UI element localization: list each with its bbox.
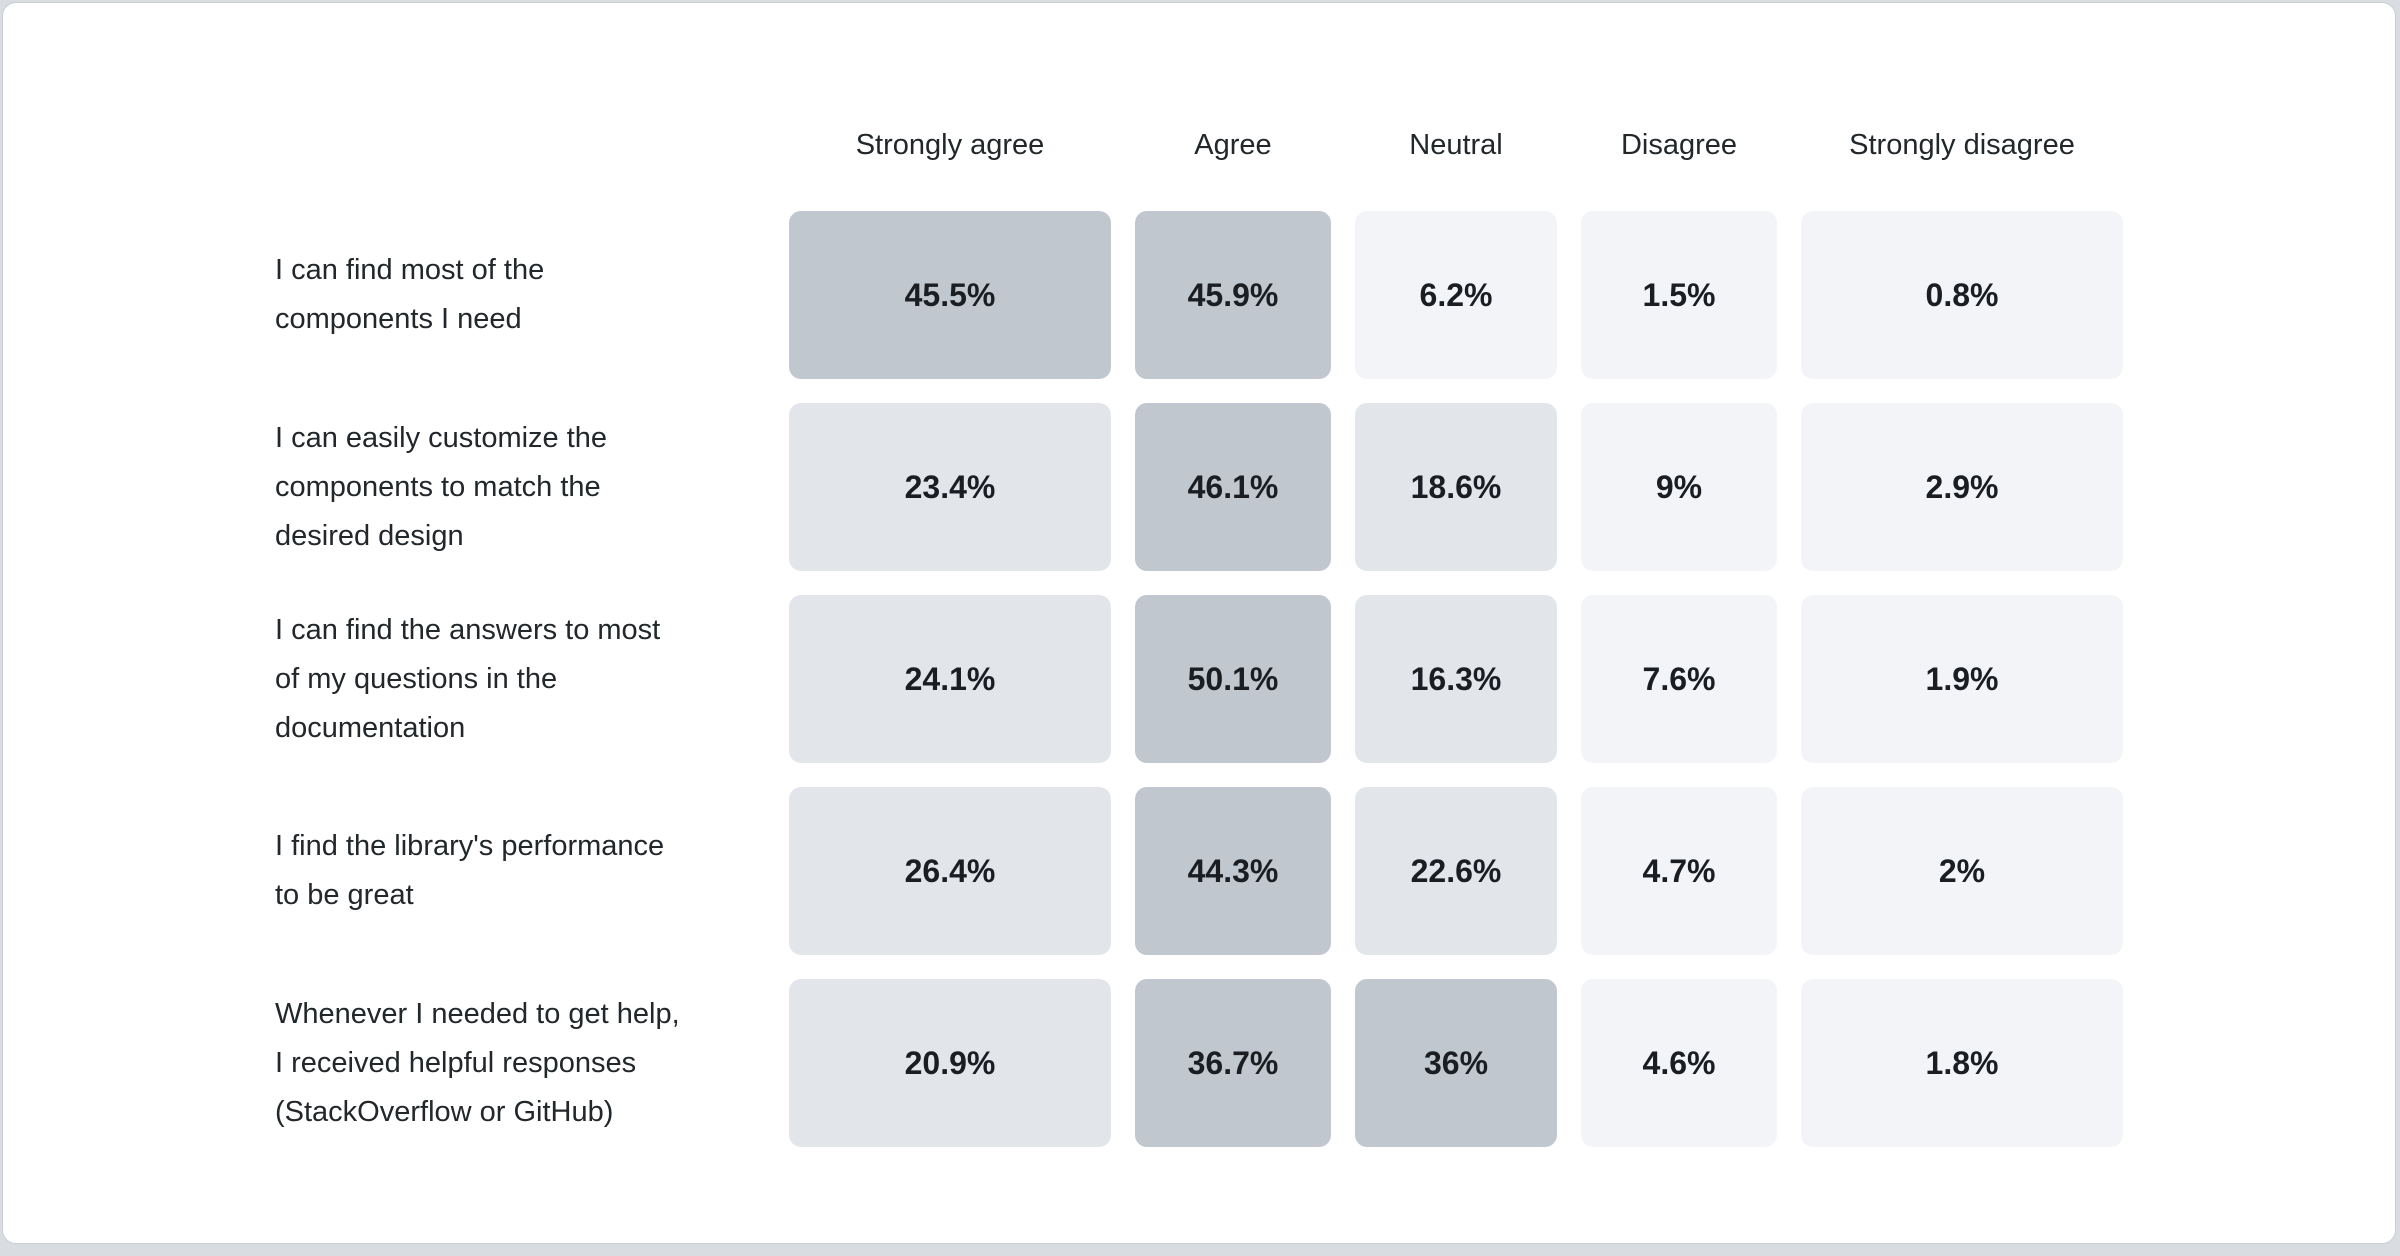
heatmap-cell: 45.5%: [789, 211, 1111, 379]
heatmap-cell: 36%: [1355, 979, 1557, 1147]
column-header: Disagree: [1620, 128, 1738, 161]
heatmap-cell: 22.6%: [1355, 787, 1557, 955]
column-header: Neutral: [1409, 128, 1503, 161]
heatmap-cell: 0.8%: [1801, 211, 2123, 379]
heatmap-cell: 7.6%: [1581, 595, 1777, 763]
heatmap-cell: 20.9%: [789, 979, 1111, 1147]
row-label: Whenever I needed to get help, I receive…: [275, 997, 680, 1128]
row-label: I can easily customize the components to…: [275, 421, 608, 552]
row-label: I can find the answers to most of my que…: [275, 613, 661, 744]
row-label: I can find most of the components I need: [275, 254, 545, 335]
heatmap-cell: 4.6%: [1581, 979, 1777, 1147]
heatmap-cell: 50.1%: [1135, 595, 1331, 763]
heatmap-cell: 1.8%: [1801, 979, 2123, 1147]
heatmap-cell: 9%: [1581, 403, 1777, 571]
row-label: I find the library's performance to be g…: [275, 830, 665, 911]
heatmap-cell: 36.7%: [1135, 979, 1331, 1147]
heatmap-cell: 26.4%: [789, 787, 1111, 955]
column-header: Strongly agree: [855, 128, 1045, 161]
heatmap-cell: 6.2%: [1355, 211, 1557, 379]
heatmap-cell: 2.9%: [1801, 403, 2123, 571]
heatmap-cell: 16.3%: [1355, 595, 1557, 763]
heatmap-cell: 46.1%: [1135, 403, 1331, 571]
heatmap-cell: 1.9%: [1801, 595, 2123, 763]
heatmap-cell: 1.5%: [1581, 211, 1777, 379]
column-header: Strongly disagree: [1849, 128, 2075, 161]
heatmap-cell: 2%: [1801, 787, 2123, 955]
header-spacer: [275, 103, 765, 187]
heatmap-cell: 18.6%: [1355, 403, 1557, 571]
heatmap-cell: 4.7%: [1581, 787, 1777, 955]
heatmap-cell: 45.9%: [1135, 211, 1331, 379]
heatmap-cell: 44.3%: [1135, 787, 1331, 955]
heatmap-cell: 24.1%: [789, 595, 1111, 763]
heatmap-grid: Strongly agree Agree Neutral Disagree Strong…: [275, 3, 2123, 1147]
heatmap-cell: 23.4%: [789, 403, 1111, 571]
column-header: Agree: [1194, 128, 1272, 161]
